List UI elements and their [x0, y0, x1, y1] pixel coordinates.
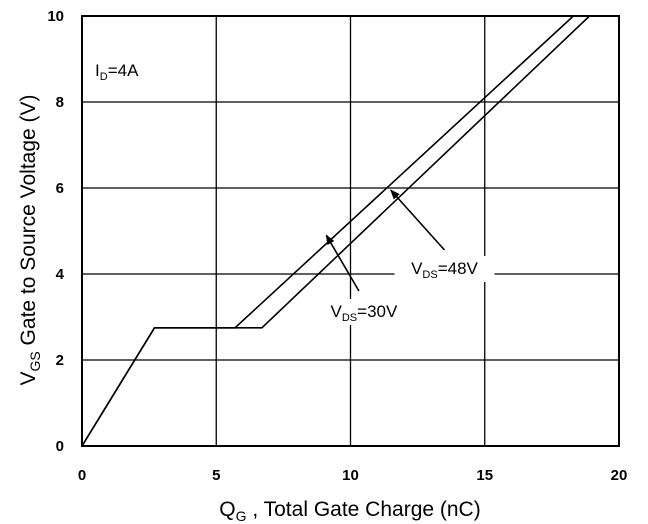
- x-tick-label-1: 5: [212, 467, 220, 484]
- plot-frame: [81, 15, 620, 447]
- x-axis-title: QG , Total Gate Charge (nC): [219, 498, 480, 524]
- y-tick-label-5: 10: [47, 8, 64, 25]
- series-label-0: VDS=30V: [331, 302, 398, 324]
- annotation-arrow-0: [325, 234, 360, 292]
- y-tick-label-3: 6: [56, 180, 64, 197]
- y-axis-title: VGS Gate to Source Voltage (V): [17, 94, 43, 385]
- annotation-bg-1: [394, 256, 495, 282]
- x-tick-label-2: 10: [342, 467, 359, 484]
- y-tick-label-4: 8: [56, 94, 64, 111]
- annotation-bg-0: [313, 299, 414, 325]
- y-tick-label-2: 4: [56, 266, 65, 283]
- x-tick-label-4: 20: [611, 467, 628, 484]
- y-tick-label-1: 2: [56, 352, 64, 369]
- series-layer: [81, 15, 591, 447]
- grid-lines: [82, 16, 619, 446]
- x-tick-label-0: 0: [78, 467, 86, 484]
- series-label-1: VDS=48V: [411, 259, 478, 281]
- y-tick-label-0: 0: [56, 438, 64, 455]
- condition-label: ID=4A: [95, 61, 139, 83]
- x-tick-label-3: 15: [476, 467, 493, 484]
- series-line-1: [81, 15, 591, 447]
- annotation-layer: VDS=30V VDS=48V: [313, 189, 495, 325]
- annotation-arrow-1: [390, 189, 446, 251]
- tick-labels: 0 5 10 15 20 0 2 4 6 8 10: [47, 8, 627, 484]
